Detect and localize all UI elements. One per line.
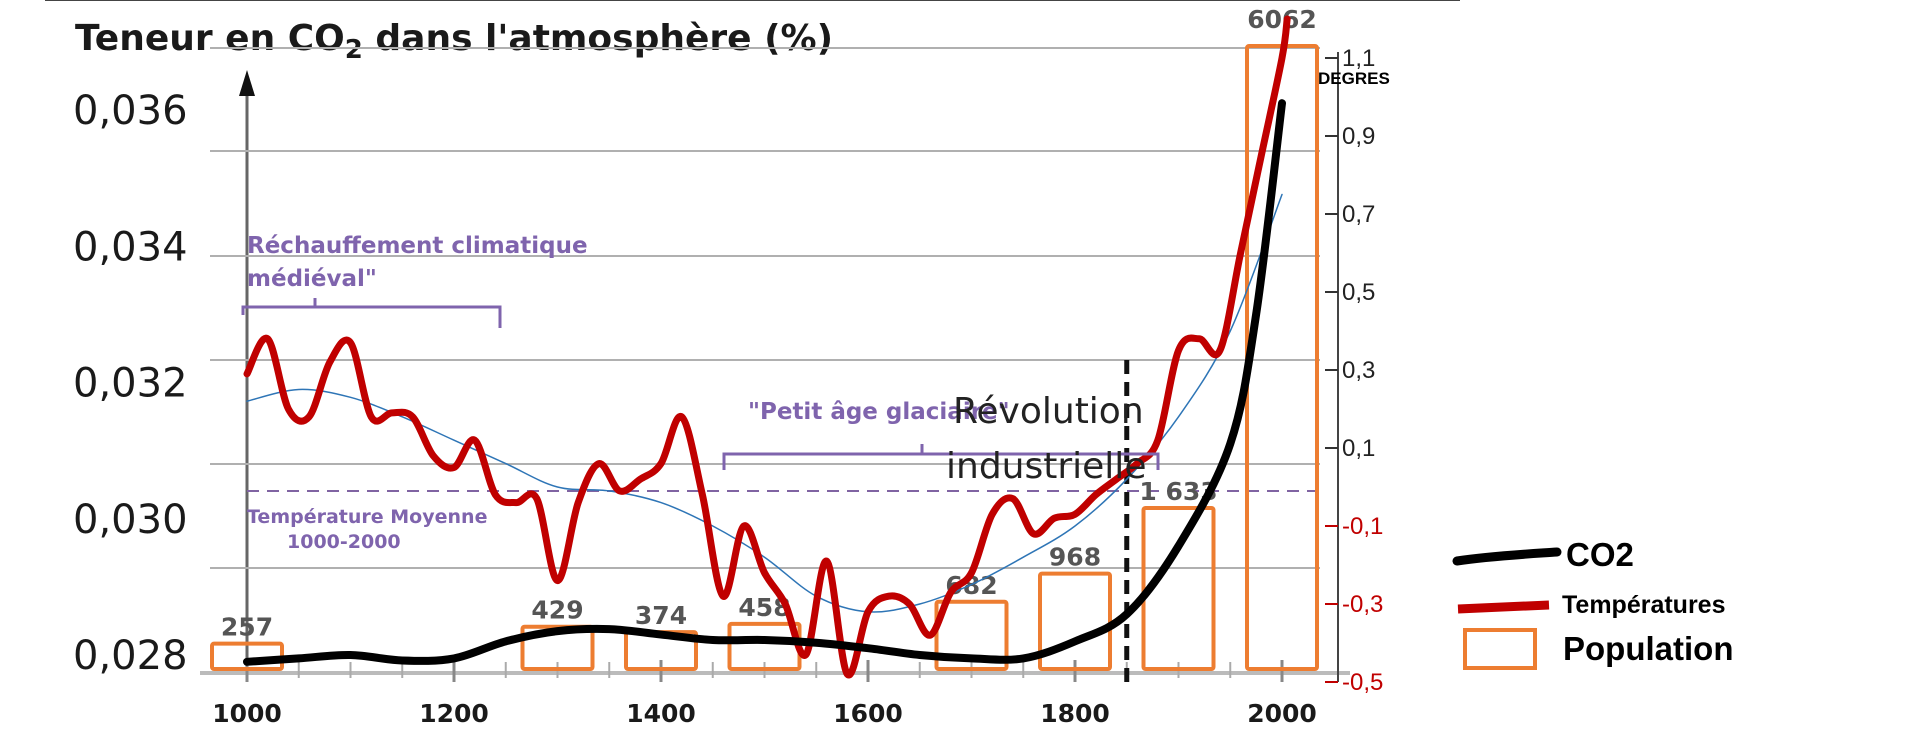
- population-bar: [1038, 571, 1112, 671]
- right-tick-label: -0,1: [1342, 513, 1383, 540]
- population-bar: [1141, 506, 1216, 671]
- population-label: 374: [635, 601, 687, 630]
- population-bar: [520, 624, 595, 671]
- left-axis-ticks: 0,036 0,034 0,032 0,030 0,028: [73, 88, 188, 679]
- x-tick-label: 2000: [1247, 699, 1317, 728]
- legend-co2-label: CO2: [1566, 536, 1634, 573]
- mean-temperature-label-2: 1000-2000: [287, 531, 401, 553]
- warm-period-label-2: médiéval": [247, 266, 377, 292]
- legend-temperatures-label: Températures: [1562, 591, 1726, 619]
- legend: CO2 Températures Population: [1452, 536, 1733, 670]
- population-label: 257: [221, 613, 273, 642]
- right-tick-label: -0,3: [1342, 591, 1383, 618]
- right-axis-ticks: 1,1 0,9 0,7 0,5 0,3 0,1 -0,1 -0,3 -0,5: [1325, 45, 1383, 696]
- right-tick-label: 0,1: [1342, 435, 1375, 462]
- title-prefix: Teneur en CO: [75, 18, 345, 59]
- chart-title: Teneur en CO2 dans l'atmosphère (%): [75, 18, 833, 65]
- legend-population-label: Population: [1563, 630, 1733, 667]
- x-tick-label: 1200: [419, 699, 489, 728]
- gridlines: [210, 47, 1320, 569]
- y-axis-arrow: [239, 70, 255, 96]
- right-axis-unit: DEGRES: [1318, 69, 1390, 88]
- x-tick-label: 1000: [212, 699, 282, 728]
- revolution-label-2: industrielle: [946, 446, 1146, 487]
- revolution-label-1: Révolution: [953, 391, 1144, 432]
- x-tick-label: 1800: [1040, 699, 1110, 728]
- right-tick-label: 0,9: [1342, 123, 1375, 150]
- series-line-tempratures: [243, 15, 1291, 679]
- little-ice-age-bracket: [722, 444, 1160, 470]
- left-tick-label: 0,034: [73, 224, 188, 270]
- population-label: 6062: [1247, 5, 1317, 34]
- legend-temperatures-swatch: [1457, 600, 1550, 614]
- title-suffix: dans l'atmosphère (%): [363, 18, 833, 59]
- population-label: 968: [1049, 543, 1101, 572]
- little-ice-age-label: "Petit âge glaciaire": [748, 399, 1010, 425]
- legend-co2-swatch: [1452, 547, 1562, 566]
- left-tick-label: 0,032: [73, 361, 188, 407]
- x-tick-label: 1400: [626, 699, 696, 728]
- right-tick-label: -0,5: [1342, 669, 1383, 696]
- population-label: 429: [531, 596, 583, 625]
- population-bar: [934, 599, 1009, 671]
- population-bar: [1245, 44, 1319, 671]
- series-line-co2: [243, 99, 1286, 666]
- left-tick-label: 0,036: [73, 88, 188, 134]
- mean-temperature-label-1: Température Moyenne: [247, 506, 487, 528]
- right-tick-label: 0,7: [1342, 201, 1375, 228]
- title-subscript: 2: [345, 35, 363, 65]
- right-tick-label: 1,1: [1342, 45, 1375, 72]
- left-tick-label: 0,028: [73, 633, 188, 679]
- right-tick-label: 0,3: [1342, 357, 1375, 384]
- left-tick-label: 0,030: [73, 497, 188, 543]
- x-axis-ticks: 1000 1200 1400 1600 1800 2000: [212, 660, 1317, 728]
- series-lines: [243, 15, 1291, 679]
- legend-population-swatch: [1463, 628, 1537, 670]
- right-tick-label: 0,5: [1342, 279, 1375, 306]
- warm-period-bracket: [241, 298, 502, 328]
- warm-period-label-1: Réchauffement climatique: [247, 233, 588, 259]
- x-tick-label: 1600: [833, 699, 903, 728]
